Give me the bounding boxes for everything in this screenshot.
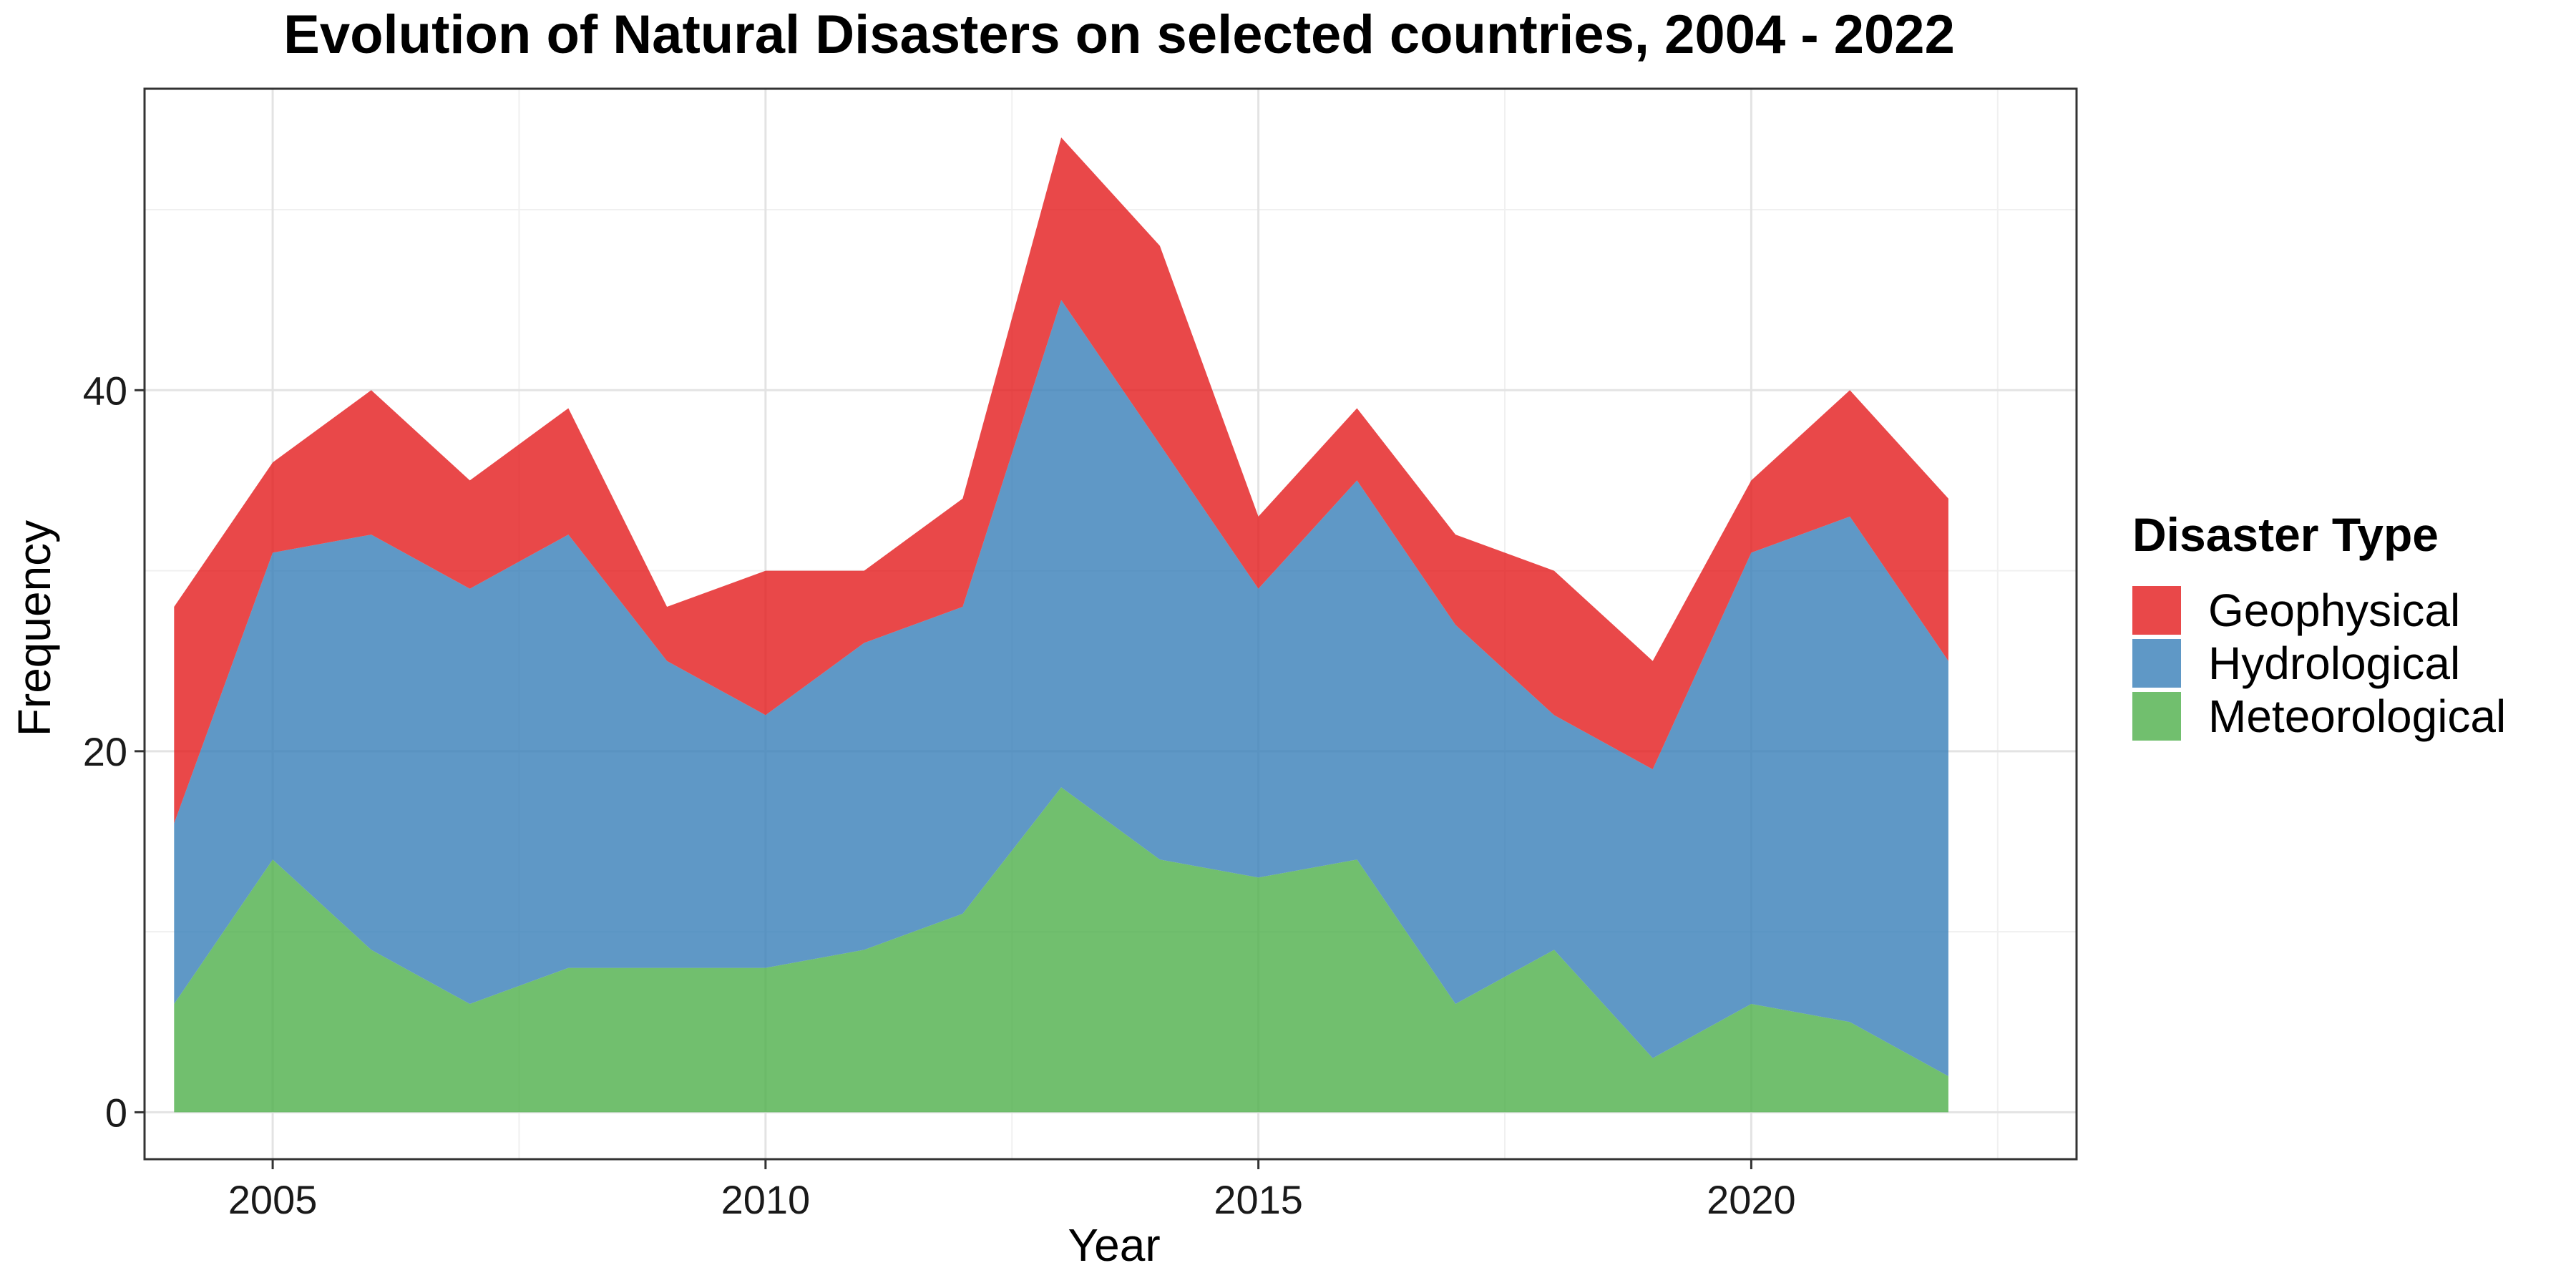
- x-tick-label: 2010: [721, 1177, 811, 1222]
- legend-label-geophysical: Geophysical: [2208, 585, 2460, 636]
- area-meteorological: [174, 787, 1948, 1113]
- x-tick-label: 2015: [1214, 1177, 1303, 1222]
- legend-label-meteorological: Meteorological: [2208, 691, 2506, 742]
- x-axis-title: Year: [1068, 1219, 1160, 1271]
- axis-ticks: 2005 2010 2015 2020 0 20 40: [83, 368, 1796, 1222]
- panel-border: [143, 87, 2078, 1161]
- x-tick-label: 2020: [1707, 1177, 1796, 1222]
- legend-key-hydrological: [2132, 639, 2181, 688]
- chart-title: Evolution of Natural Disasters on select…: [283, 4, 1955, 65]
- legend-key-geophysical: [2132, 586, 2181, 635]
- area-hydrological: [174, 300, 1948, 1077]
- y-tick-label: 20: [83, 729, 127, 774]
- area-series: [174, 137, 1948, 1113]
- legend-key-meteorological: [2132, 692, 2181, 741]
- y-tick-label: 0: [105, 1090, 127, 1135]
- y-axis-title: Frequency: [9, 520, 60, 736]
- legend: Disaster Type GeophysicalHydrologicalMet…: [2132, 508, 2506, 742]
- y-tick-label: 40: [83, 368, 127, 413]
- legend-title: Disaster Type: [2132, 508, 2439, 561]
- legend-label-hydrological: Hydrological: [2208, 638, 2460, 689]
- x-tick-label: 2005: [228, 1177, 318, 1222]
- area-geophysical: [174, 137, 1948, 824]
